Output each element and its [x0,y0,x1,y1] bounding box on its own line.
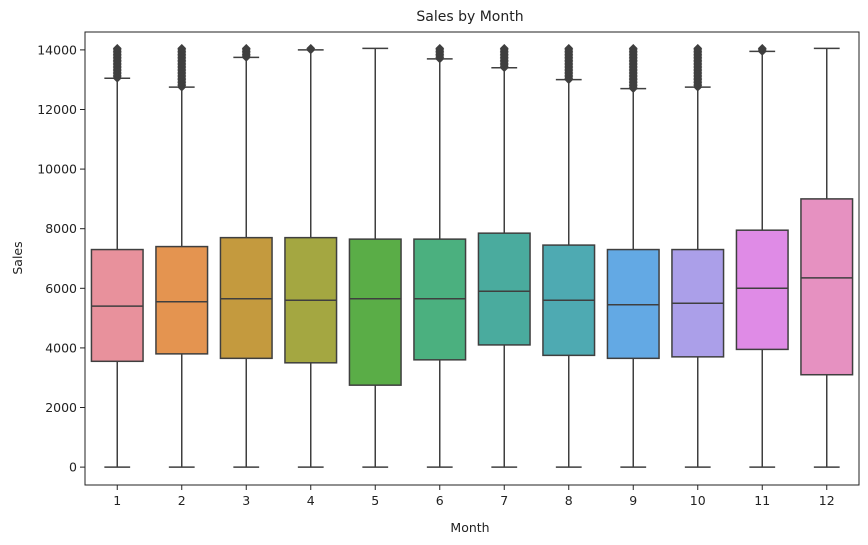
y-tick-label: 2000 [45,400,77,415]
box-group-7 [477,43,531,468]
box-group-8 [542,43,596,468]
plot-frame [84,31,860,486]
chart-title: Sales by Month [416,9,523,25]
y-tick-label: 0 [69,460,77,475]
x-tick-label: 10 [690,493,706,508]
box-iqr [155,245,209,355]
outlier-point [177,43,187,53]
y-tick-label: 8000 [45,221,77,236]
y-axis-title: Sales [10,241,25,274]
plot-area [90,43,854,468]
x-tick-label: 2 [178,493,186,508]
box-group-11 [735,43,789,468]
x-tick-label: 1 [113,493,121,508]
outlier-point [499,43,509,53]
box-group-3 [219,43,273,468]
x-tick-label: 12 [819,493,835,508]
x-axis-title: Month [450,520,489,535]
box-group-12 [800,47,854,468]
y-tick-label: 6000 [45,281,77,296]
x-tick-label: 11 [754,493,770,508]
outlier-point [112,43,122,53]
x-tick-label: 3 [242,493,250,508]
y-tick-label: 14000 [37,42,77,57]
x-tick-label: 4 [307,493,315,508]
box-group-9 [606,43,660,468]
outlier-point [693,43,703,53]
x-tick-label: 9 [629,493,637,508]
box-group-10 [671,43,725,468]
x-axis: 1 2 3 4 5 6 7 8 9 10 11 12 [113,485,835,508]
x-tick-label: 5 [371,493,379,508]
box-group-6 [413,43,467,468]
box-iqr [348,238,402,386]
y-tick-label: 12000 [37,102,77,117]
outlier-point [564,43,574,53]
box-group-1 [90,43,144,468]
outlier-point [757,43,767,53]
box-iqr [800,198,854,376]
y-axis: 0 2000 4000 6000 8000 10000 12000 14000 [37,42,85,475]
box-group-5 [348,47,402,468]
y-tick-label: 10000 [37,162,77,177]
outlier-point [241,43,251,53]
outlier-point [435,43,445,53]
box-iqr [477,232,531,346]
x-tick-label: 6 [436,493,444,508]
box-group-4 [284,43,338,468]
outlier-point [628,43,638,53]
box-group-2 [155,43,209,468]
box-iqr [735,229,789,351]
y-tick-label: 4000 [45,340,77,355]
x-tick-label: 7 [500,493,508,508]
x-tick-label: 8 [565,493,573,508]
outlier-point [306,43,316,53]
